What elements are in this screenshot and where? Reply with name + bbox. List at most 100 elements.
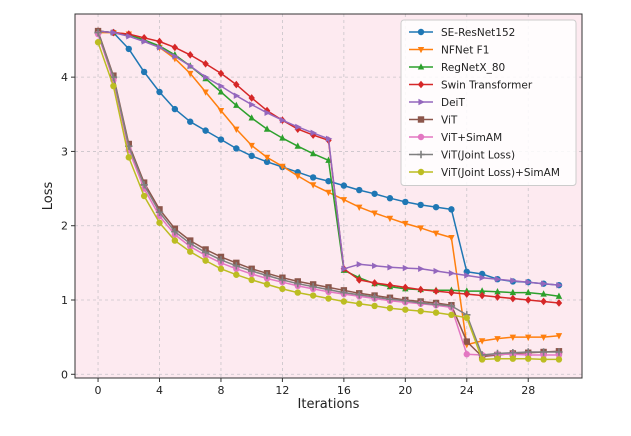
data-point-regnetx-80 bbox=[525, 288, 532, 296]
data-point-vit-joint-loss bbox=[416, 299, 425, 307]
data-point-vit-joint-loss-simam bbox=[202, 257, 209, 264]
data-point-nfnet-f1 bbox=[478, 338, 486, 345]
data-point-vit-joint-loss bbox=[247, 267, 256, 275]
data-point-vit-joint-loss-simam bbox=[279, 285, 286, 293]
data-point-nfnet-f1 bbox=[417, 225, 424, 232]
data-point-vit-joint-loss bbox=[447, 302, 456, 310]
legend-marker-nfnet-f1 bbox=[417, 46, 425, 54]
data-point-se-resnet152 bbox=[140, 68, 148, 76]
data-point-swin-transformer bbox=[432, 287, 440, 295]
data-point-vit-joint-loss-simam bbox=[386, 304, 394, 312]
data-point-vit-joint-loss-simam bbox=[540, 356, 547, 363]
x-tick-label: 0 bbox=[95, 384, 102, 397]
data-point-vit-joint-loss-simam bbox=[448, 311, 455, 319]
legend-marker-swin-transformer bbox=[417, 80, 425, 89]
data-point-vit-joint-loss-simam bbox=[509, 355, 517, 362]
legend-label-vit-simam: ViT+SimAM bbox=[441, 132, 502, 144]
data-point-se-resnet152 bbox=[309, 174, 317, 181]
data-point-swin-transformer bbox=[402, 283, 409, 292]
data-point-deit bbox=[156, 44, 164, 51]
data-point-deit bbox=[494, 276, 502, 283]
data-point-vit-joint-loss bbox=[509, 349, 517, 357]
data-point-regnetx-80 bbox=[217, 88, 225, 95]
data-point-se-resnet152 bbox=[325, 177, 332, 185]
data-point-deit bbox=[372, 262, 379, 270]
data-point-swin-transformer bbox=[386, 281, 394, 289]
data-point-deit bbox=[541, 280, 548, 287]
x-tick-label: 28 bbox=[521, 384, 535, 397]
data-point-se-resnet152 bbox=[171, 105, 179, 113]
data-point-deit bbox=[110, 29, 118, 36]
data-point-deit bbox=[433, 267, 440, 275]
data-point-nfnet-f1 bbox=[540, 334, 547, 341]
data-point-vit-joint-loss bbox=[140, 181, 148, 189]
data-point-vit-joint-loss bbox=[155, 208, 164, 217]
data-point-swin-transformer bbox=[371, 279, 378, 287]
data-point-regnetx-80 bbox=[263, 125, 271, 132]
data-point-swin-transformer bbox=[233, 80, 240, 89]
data-point-swin-transformer bbox=[555, 299, 563, 307]
data-point-vit-joint-loss-simam bbox=[156, 219, 163, 226]
data-point-nfnet-f1 bbox=[248, 142, 255, 150]
data-point-se-resnet152 bbox=[125, 45, 132, 53]
data-point-deit bbox=[387, 264, 394, 271]
data-point-deit bbox=[525, 278, 533, 286]
data-point-se-resnet152 bbox=[263, 158, 271, 166]
data-point-swin-transformer bbox=[463, 290, 470, 298]
data-point-vit-joint-loss bbox=[370, 293, 379, 301]
data-point-vit-joint-loss-simam bbox=[94, 39, 102, 46]
legend-label-regnetx-80: RegNetX_80 bbox=[441, 62, 505, 74]
data-point-vit-joint-loss-simam bbox=[294, 289, 301, 296]
data-point-se-resnet152 bbox=[202, 127, 209, 134]
data-point-nfnet-f1 bbox=[509, 334, 517, 341]
data-point-regnetx-80 bbox=[555, 292, 563, 299]
x-tick-label: 8 bbox=[217, 384, 224, 397]
data-point-deit bbox=[264, 109, 271, 116]
data-point-nfnet-f1 bbox=[263, 154, 271, 162]
data-point-swin-transformer bbox=[417, 285, 424, 294]
data-point-vit-joint-loss-simam bbox=[263, 281, 271, 288]
data-point-nfnet-f1 bbox=[202, 89, 209, 96]
data-point-swin-transformer bbox=[187, 51, 194, 59]
data-point-nfnet-f1 bbox=[340, 197, 348, 204]
data-point-vit-joint-loss bbox=[171, 227, 179, 236]
data-point-vit-joint-loss-simam bbox=[371, 302, 378, 310]
data-point-nfnet-f1 bbox=[279, 163, 286, 171]
data-point-se-resnet152 bbox=[217, 136, 225, 143]
data-point-deit bbox=[341, 265, 348, 272]
legend-label-swin-transformer: Swin Transformer bbox=[441, 80, 533, 92]
data-point-se-resnet152 bbox=[448, 206, 455, 213]
data-point-swin-transformer bbox=[509, 294, 517, 303]
x-tick-label: 16 bbox=[337, 384, 351, 397]
data-point-se-resnet152 bbox=[417, 201, 424, 209]
data-point-vit-joint-loss-simam bbox=[478, 356, 486, 363]
data-point-vit-joint-loss-simam bbox=[217, 265, 225, 272]
legend-label-vit-joint-loss: ViT(Joint Loss) bbox=[441, 150, 515, 162]
data-point-vit-joint-loss-simam bbox=[555, 356, 563, 363]
data-point-deit bbox=[295, 123, 302, 131]
data-point-se-resnet152 bbox=[371, 190, 378, 197]
data-point-deit bbox=[203, 73, 210, 81]
y-tick-label: 4 bbox=[61, 71, 68, 84]
data-point-vit-joint-loss bbox=[386, 295, 394, 303]
data-point-nfnet-f1 bbox=[217, 108, 225, 115]
data-point-vit-joint-loss bbox=[186, 239, 194, 248]
data-point-swin-transformer bbox=[525, 296, 532, 304]
data-point-deit bbox=[233, 92, 241, 99]
data-point-vit-joint-loss bbox=[340, 288, 348, 297]
data-point-regnetx-80 bbox=[248, 114, 255, 121]
data-point-swin-transformer bbox=[356, 276, 363, 284]
data-point-se-resnet152 bbox=[233, 145, 240, 152]
data-point-deit bbox=[310, 129, 317, 137]
data-point-se-resnet152 bbox=[187, 118, 194, 125]
data-point-swin-transformer bbox=[248, 94, 255, 102]
legend-marker-vit bbox=[417, 116, 425, 123]
data-point-vit-joint-loss bbox=[309, 282, 317, 291]
series-group bbox=[94, 27, 563, 363]
data-point-vit-simam bbox=[463, 351, 470, 358]
data-point-deit bbox=[126, 33, 133, 40]
data-point-se-resnet152 bbox=[356, 186, 363, 194]
data-point-vit-joint-loss bbox=[217, 256, 225, 264]
data-point-regnetx-80 bbox=[294, 142, 301, 149]
data-point-vit-joint-loss bbox=[201, 248, 210, 257]
